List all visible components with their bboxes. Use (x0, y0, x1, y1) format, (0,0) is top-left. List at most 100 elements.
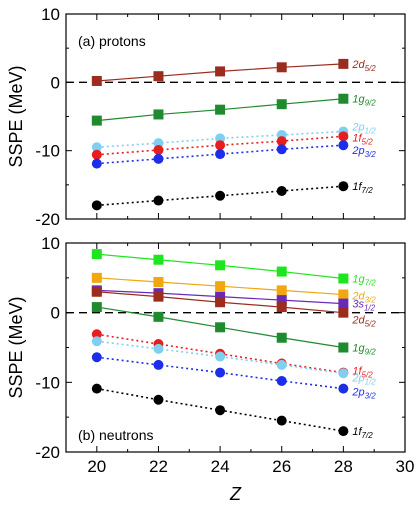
y-tick-label: 10 (41, 234, 60, 253)
data-point (153, 394, 164, 405)
data-point (338, 181, 349, 192)
data-point (215, 260, 226, 271)
y-tick-label: -20 (35, 443, 60, 462)
level-label: 1g7/2 (352, 274, 376, 288)
level-label: 1g9/2 (352, 343, 376, 357)
level-label: 2d3/2 (351, 291, 376, 305)
series-2d-5-2: 2d5/2 (91, 58, 376, 86)
series-2p-1-2: 2p1/2 (91, 336, 376, 386)
y-tick-label: -10 (35, 142, 60, 161)
data-point (153, 311, 164, 322)
data-point (215, 140, 226, 151)
data-point (153, 291, 164, 302)
data-point (91, 75, 102, 86)
series-2d-5-2: 2d5/2 (91, 286, 376, 329)
data-point (276, 62, 287, 73)
data-point (276, 302, 287, 313)
data-point (215, 281, 226, 292)
y-axis-label: SSPE (MeV) (6, 296, 26, 398)
x-tick-label: 24 (211, 457, 230, 476)
data-point (91, 329, 102, 340)
data-point (276, 99, 287, 110)
data-point (91, 286, 102, 297)
series-2p-1-2: 2p1/2 (91, 122, 376, 153)
series-3s-1-2: 3s1/2 (91, 285, 376, 313)
series-1f-7-2: 1f7/2 (91, 181, 373, 211)
data-point (153, 109, 164, 120)
data-point (215, 351, 226, 362)
data-point (338, 273, 349, 284)
data-point (91, 142, 102, 153)
series-line (96, 135, 344, 156)
data-point (215, 66, 226, 77)
data-point (276, 375, 287, 386)
data-point (215, 405, 226, 416)
data-point (153, 195, 164, 206)
series-line (96, 144, 344, 165)
data-point (338, 307, 349, 318)
y-tick-label: -10 (35, 373, 60, 392)
data-point (215, 322, 226, 333)
y-tick-label: -20 (35, 210, 60, 229)
series-line (96, 130, 344, 149)
panel-title: (b) neutrons (78, 427, 153, 443)
level-label: 1f5/2 (352, 366, 373, 380)
x-tick-label: 22 (149, 457, 168, 476)
data-point (338, 368, 349, 379)
data-point (338, 342, 349, 353)
data-point (215, 297, 226, 308)
panel-bottom: 10 0 -10 -20 20 22 24 26 28 30 SSPE (MeV) Z (b) neut… (6, 234, 414, 504)
data-point (276, 144, 287, 155)
y-tick-label: 0 (51, 73, 60, 92)
data-point (153, 144, 164, 155)
data-point (91, 115, 102, 126)
data-point (338, 131, 349, 142)
series-line (96, 356, 344, 390)
data-point (338, 58, 349, 69)
level-label: 3s1/2 (352, 299, 375, 313)
level-label: 1f7/2 (352, 181, 373, 195)
series-1g-7-2: 1g7/2 (91, 249, 376, 288)
level-label: 2d5/2 (351, 315, 376, 329)
data-point (91, 336, 102, 347)
data-point (276, 185, 287, 196)
data-point (215, 291, 226, 302)
series-1g-9-2: 1g9/2 (91, 93, 376, 126)
series-1f-5-2: 1f5/2 (91, 131, 373, 160)
x-tick-label: 26 (272, 457, 291, 476)
data-point (91, 158, 102, 169)
series-2d-3-2: 2d3/2 (91, 272, 376, 305)
data-point (215, 190, 226, 201)
data-point (91, 149, 102, 160)
data-point (276, 359, 287, 370)
data-point (91, 249, 102, 260)
data-point (153, 277, 164, 288)
data-point (153, 153, 164, 164)
data-point (153, 359, 164, 370)
level-label: 2p1/2 (351, 372, 376, 386)
panel-title: (a) protons (78, 33, 146, 49)
data-point (91, 302, 102, 313)
data-point (276, 136, 287, 147)
data-point (215, 367, 226, 378)
data-point (338, 140, 349, 151)
level-label: 2d5/2 (351, 59, 376, 73)
level-label: 1g9/2 (352, 94, 376, 108)
series-line (96, 185, 344, 207)
series-1f-7-2: 1f7/2 (91, 383, 373, 440)
level-label: 1f7/2 (352, 426, 373, 440)
x-tick-label: 30 (396, 457, 415, 476)
data-point (338, 426, 349, 437)
data-point (338, 298, 349, 309)
data-point (338, 289, 349, 300)
series-1g-9-2: 1g9/2 (91, 302, 376, 357)
data-point (215, 104, 226, 115)
panel-top: 10 0 -10 -20 SSPE (MeV) (a) protons 2d5/2 1g9/2… (6, 5, 406, 229)
data-point (153, 254, 164, 265)
y-tick-label: 10 (41, 5, 60, 24)
data-point (91, 383, 102, 394)
y-tick-label: 0 (51, 304, 60, 323)
data-point (215, 149, 226, 160)
data-point (153, 138, 164, 149)
data-point (276, 415, 287, 426)
